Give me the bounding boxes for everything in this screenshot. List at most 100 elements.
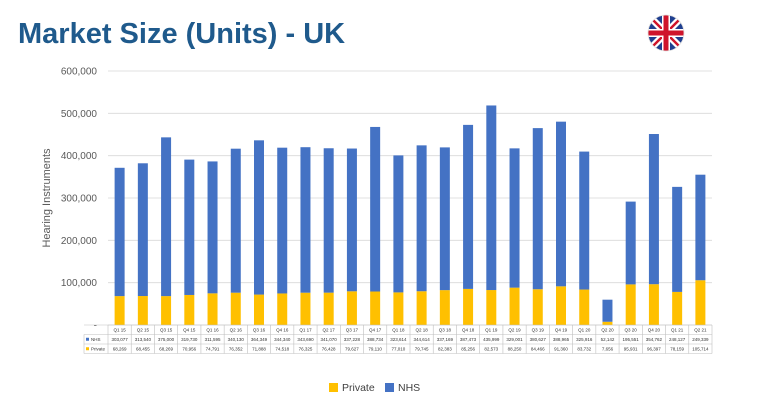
bar-nhs — [393, 155, 404, 293]
bar-private — [672, 291, 683, 325]
bar-nhs — [207, 161, 218, 294]
x-tick-label: Q2 20 — [601, 327, 614, 332]
data-label: 68,455 — [136, 346, 150, 351]
y-axis-label: Hearing Instruments — [41, 148, 53, 248]
data-label: 91,360 — [554, 346, 568, 351]
bar-private — [556, 286, 566, 325]
bar-private — [230, 292, 241, 325]
bar-nhs — [648, 134, 659, 285]
data-label: 82,383 — [438, 346, 452, 351]
data-label: 195,551 — [623, 337, 640, 342]
bar-private — [602, 321, 613, 325]
data-label: 78,159 — [670, 346, 684, 351]
data-label: 95,931 — [624, 346, 638, 351]
data-label: 70,956 — [182, 346, 196, 351]
bar-private — [463, 288, 474, 325]
x-tick-label: Q2 19 — [508, 327, 521, 332]
data-label: 344,614 — [413, 337, 430, 342]
bar-private — [695, 280, 706, 325]
data-label: 343,690 — [297, 337, 314, 342]
y-tick-label: 200,000 — [61, 236, 98, 247]
data-label: 105,714 — [692, 346, 709, 351]
table-legend-key — [86, 337, 89, 341]
data-label: 82,573 — [484, 346, 498, 351]
data-label: 68,269 — [159, 346, 173, 351]
legend-swatch — [385, 383, 394, 392]
bar-private — [207, 293, 218, 325]
data-label: 96,397 — [647, 346, 661, 351]
x-tick-label: Q3 20 — [625, 327, 638, 332]
data-label: 74,791 — [206, 346, 220, 351]
x-tick-label: Q3 19 — [532, 327, 545, 332]
data-label: 248,127 — [669, 337, 686, 342]
bar-nhs — [323, 148, 334, 293]
x-tick-label: Q3 15 — [160, 327, 173, 332]
bar-nhs — [230, 148, 241, 293]
data-label: 323,614 — [390, 337, 407, 342]
data-label: 364,349 — [251, 337, 268, 342]
data-label: 68,269 — [113, 346, 127, 351]
data-label: 340,130 — [228, 337, 245, 342]
bar-private — [648, 284, 659, 325]
data-label: 337,228 — [344, 337, 361, 342]
data-label: 7,656 — [602, 346, 614, 351]
data-label: 311,595 — [205, 337, 221, 342]
bar-nhs — [254, 140, 264, 295]
data-label: 76,352 — [229, 346, 243, 351]
x-tick-label: Q4 20 — [648, 327, 661, 332]
y-tick-label: - — [94, 321, 97, 332]
x-tick-label: Q2 18 — [415, 327, 428, 332]
bar-nhs — [184, 159, 195, 295]
x-tick-label: Q1 18 — [392, 327, 405, 332]
bar-nhs — [300, 147, 311, 293]
data-label: 435,999 — [483, 337, 500, 342]
bar-private — [300, 292, 311, 325]
bar-nhs — [509, 148, 520, 288]
bar-private — [393, 292, 404, 325]
x-tick-label: Q2 16 — [230, 327, 243, 332]
bar-nhs — [556, 121, 566, 287]
bar-nhs — [695, 174, 706, 281]
x-tick-label: Q1 15 — [113, 327, 126, 332]
bar-nhs — [463, 124, 474, 289]
bar-nhs — [277, 147, 288, 294]
x-tick-label: Q4 15 — [183, 327, 196, 332]
data-label: 380,627 — [530, 337, 547, 342]
bar-private — [625, 284, 636, 325]
x-tick-label: Q1 19 — [485, 327, 498, 332]
table-series-name: NHS — [91, 337, 101, 342]
data-label: 337,169 — [437, 337, 454, 342]
bar-nhs — [672, 186, 683, 292]
bar-private — [161, 296, 172, 325]
bar-nhs — [532, 128, 543, 290]
x-tick-label: Q4 16 — [276, 327, 289, 332]
bar-private — [323, 292, 334, 325]
bar-private — [277, 293, 288, 325]
x-tick-label: Q2 15 — [137, 327, 150, 332]
x-tick-label: Q4 19 — [555, 327, 568, 332]
data-label: 76,428 — [322, 346, 336, 351]
bar-nhs — [486, 105, 497, 291]
bar-nhs — [161, 137, 172, 297]
data-label: 313,540 — [135, 337, 152, 342]
x-tick-label: Q1 16 — [206, 327, 219, 332]
bar-private — [486, 290, 497, 325]
data-label: 375,000 — [158, 337, 175, 342]
data-label: 79,745 — [415, 346, 429, 351]
data-label: 387,473 — [460, 337, 477, 342]
data-label: 79,110 — [368, 346, 382, 351]
bar-nhs — [114, 167, 125, 297]
data-label: 388,734 — [367, 337, 384, 342]
bar-nhs — [346, 148, 357, 292]
x-tick-label: Q2 21 — [694, 327, 707, 332]
bar-private — [532, 289, 543, 325]
x-tick-label: Q1 21 — [671, 327, 684, 332]
bar-private — [137, 296, 148, 325]
table-legend-key — [86, 347, 89, 351]
x-tick-label: Q3 17 — [346, 327, 359, 332]
legend-swatch — [329, 383, 338, 392]
data-label: 319,730 — [181, 337, 198, 342]
page-title: Market Size (Units) - UK — [18, 18, 346, 50]
data-label: 83,732 — [577, 346, 591, 351]
data-label: 329,001 — [506, 337, 523, 342]
